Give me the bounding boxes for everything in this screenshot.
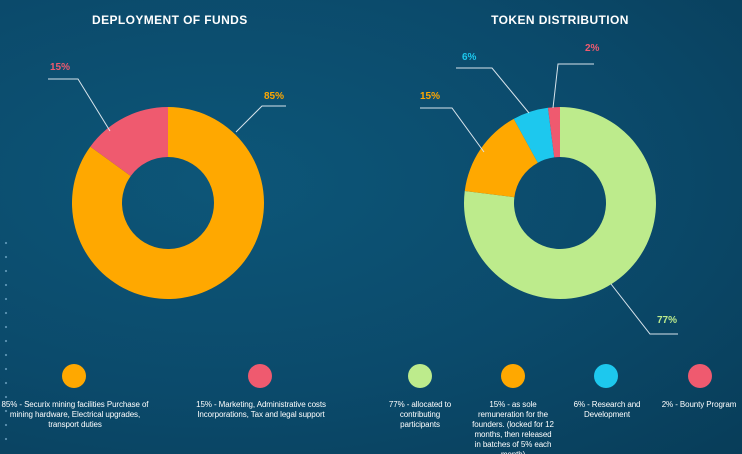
donut-slice-85pct [71, 107, 264, 299]
leader-line [235, 105, 286, 133]
leader-line [456, 67, 530, 114]
leader-line [48, 78, 111, 132]
legend-dot-mining-facilities [62, 364, 86, 388]
slice-label-6pct: 6% [462, 52, 477, 63]
legend-text-bounty-program: 2% - Bounty Program [661, 400, 737, 409]
slice-label-2pct: 2% [585, 43, 600, 54]
leader-line [552, 63, 594, 109]
legend-text-research-development: 6% - Research and Development [573, 400, 641, 419]
legend-dot-research-development [594, 364, 618, 388]
chart-title-deployment-of-funds: DEPLOYMENT OF FUNDS [92, 13, 248, 27]
legend-text-mining-facilities: 85% - Securix mining facilities Purchase… [1, 400, 149, 429]
slice-label-85pct: 85% [264, 91, 284, 102]
legend-text-marketing: 15% - Marketing, Administrative costs In… [196, 400, 326, 419]
legend-text-founders: 15% - as sole remuneration for the found… [472, 400, 554, 454]
legend-dot-bounty-program [688, 364, 712, 388]
legend-dot-founders [501, 364, 525, 388]
donut-slice-2pct [547, 107, 560, 158]
leader-line [420, 107, 485, 153]
slice-label-77pct: 77% [657, 315, 677, 326]
donut-slice-15pct [90, 107, 168, 176]
donut-slice-6pct [513, 107, 555, 163]
donut-slice-77pct [463, 107, 657, 299]
slice-label-15pct: 15% [420, 91, 440, 102]
donut-chart-deployment-of-funds: 85% 15% [48, 62, 286, 299]
legend-text-contributing-participants: 77% - allocated to contributing particip… [388, 400, 452, 429]
leader-line [610, 283, 678, 335]
slice-label-15pct: 15% [50, 62, 70, 73]
legend-dot-contributing-participants [408, 364, 432, 388]
decorative-dot-column [4, 236, 8, 446]
donut-slice-15pct [464, 118, 538, 198]
legend-dot-marketing [248, 364, 272, 388]
donut-chart-token-distribution: 77% 15% 6% 2% [420, 43, 678, 335]
chart-title-token-distribution: TOKEN DISTRIBUTION [491, 13, 629, 27]
